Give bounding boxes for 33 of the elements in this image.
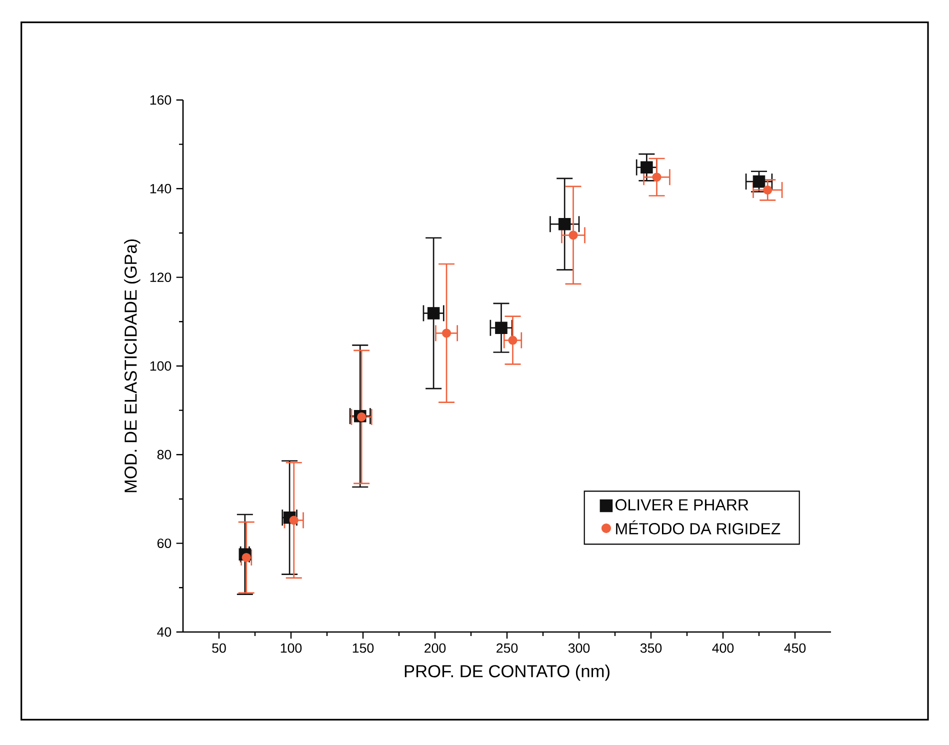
legend-label: OLIVER E PHARR xyxy=(616,499,748,510)
point xyxy=(652,172,662,182)
x-tick-label: 250 xyxy=(496,643,518,653)
point xyxy=(508,336,518,345)
point xyxy=(763,185,772,195)
x-axis-title: PROF. DE CONTATO (nm) xyxy=(404,664,610,681)
point xyxy=(558,218,571,230)
point xyxy=(427,307,440,320)
legend-label: MÉTODO DA RIGIDEZ xyxy=(616,520,780,534)
point xyxy=(242,552,251,562)
y-tick-label: 40 xyxy=(157,627,172,637)
point xyxy=(442,328,452,338)
x-tick-label: 200 xyxy=(424,643,446,653)
point xyxy=(752,175,766,188)
point xyxy=(640,161,653,174)
y-tick-label: 160 xyxy=(150,95,172,105)
y-axis-title: MOD. DE ELASTICIDADE (GPa) xyxy=(124,239,140,492)
point xyxy=(357,412,366,422)
y-tick-label: 100 xyxy=(150,361,172,371)
point xyxy=(495,322,508,334)
x-tick-label: 400 xyxy=(712,643,734,653)
y-tick-label: 60 xyxy=(157,538,172,548)
x-tick-label: 150 xyxy=(352,643,374,653)
x-tick-label: 450 xyxy=(784,643,806,653)
y-tick-label: 80 xyxy=(157,450,172,460)
point xyxy=(568,230,578,240)
y-tick-label: 120 xyxy=(150,272,172,282)
x-tick-label: 350 xyxy=(640,643,662,653)
point xyxy=(289,516,298,525)
x-tick-label: 100 xyxy=(280,643,302,653)
x-tick-label: 50 xyxy=(212,643,226,653)
y-tick-label: 140 xyxy=(150,184,172,194)
x-tick-label: 300 xyxy=(568,643,590,653)
